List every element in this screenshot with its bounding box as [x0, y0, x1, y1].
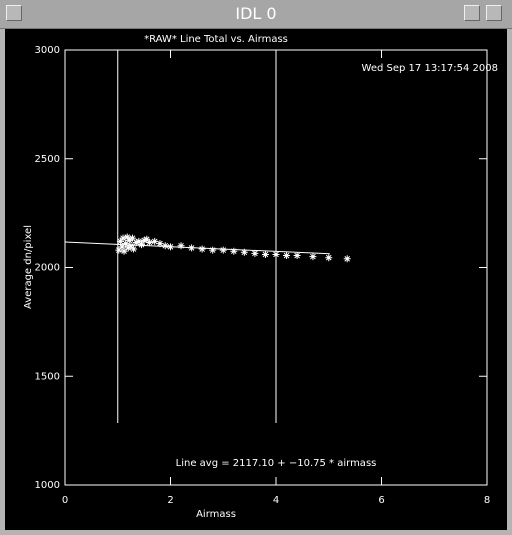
scatter-point [125, 236, 133, 244]
line [64, 241, 330, 255]
chart-title: *RAW* Line Total vs. Airmass [144, 34, 288, 45]
scatter-point [135, 237, 143, 245]
scatter-point [137, 241, 145, 249]
chart: *RAW* Line Total vs. Airmass Wed Sep 17 … [5, 29, 507, 530]
title-bar: IDL 0 [0, 0, 512, 29]
y-tick-label: 1500 [35, 371, 60, 382]
scatter-point [198, 245, 206, 253]
scatter-point [145, 238, 153, 246]
scatter-point [143, 235, 151, 243]
date-annotation: Wed Sep 17 13:17:54 2008 [362, 63, 498, 74]
scatter-point [309, 253, 317, 261]
scatter-point [127, 242, 135, 250]
scatter-point [240, 248, 248, 256]
window-title: IDL 0 [235, 4, 277, 23]
scatter-point [156, 240, 164, 248]
scatter-point [119, 234, 127, 242]
y-tick-label: 1000 [35, 480, 60, 491]
y-tick-label: 3000 [35, 45, 60, 56]
y-axis-label: Average dn/pixel [23, 225, 34, 309]
scatter-point [343, 255, 351, 263]
scatter-point [140, 236, 148, 244]
x-axis-label: Airmass [196, 509, 236, 520]
scatter-point [120, 247, 128, 255]
minimize-button[interactable] [464, 5, 480, 21]
y-tick-label: 2000 [35, 263, 60, 274]
x-tick-label: 6 [378, 495, 384, 506]
scatter-point [230, 247, 238, 255]
maximize-button[interactable] [486, 5, 502, 21]
x-tick-label: 2 [167, 495, 173, 506]
scatter-point [251, 249, 259, 257]
scatter-point [219, 246, 227, 254]
menu-button[interactable] [6, 5, 22, 21]
y-tick-label: 2500 [35, 154, 60, 165]
scatter-point [122, 240, 130, 248]
scatter-point [129, 234, 137, 242]
scatter-point [293, 252, 301, 260]
scatter-point [130, 245, 138, 253]
scatter-point [161, 242, 169, 250]
scatter-point [123, 233, 131, 241]
scatter-point [283, 252, 291, 260]
x-tick-label: 0 [62, 495, 68, 506]
scatter-point [132, 238, 140, 246]
fit-annotation: Line avg = 2117.10 + −10.75 * airmass [176, 458, 377, 469]
scatter-point [151, 237, 159, 245]
scatter-point [209, 246, 217, 254]
scatter-point [177, 242, 185, 250]
scatter-point [116, 237, 124, 245]
x-tick-label: 4 [273, 495, 279, 506]
scatter-point [261, 250, 269, 258]
scatter-point [115, 246, 123, 254]
scatter-point [118, 243, 126, 251]
scatter-point [325, 254, 333, 262]
x-tick-label: 8 [484, 495, 490, 506]
